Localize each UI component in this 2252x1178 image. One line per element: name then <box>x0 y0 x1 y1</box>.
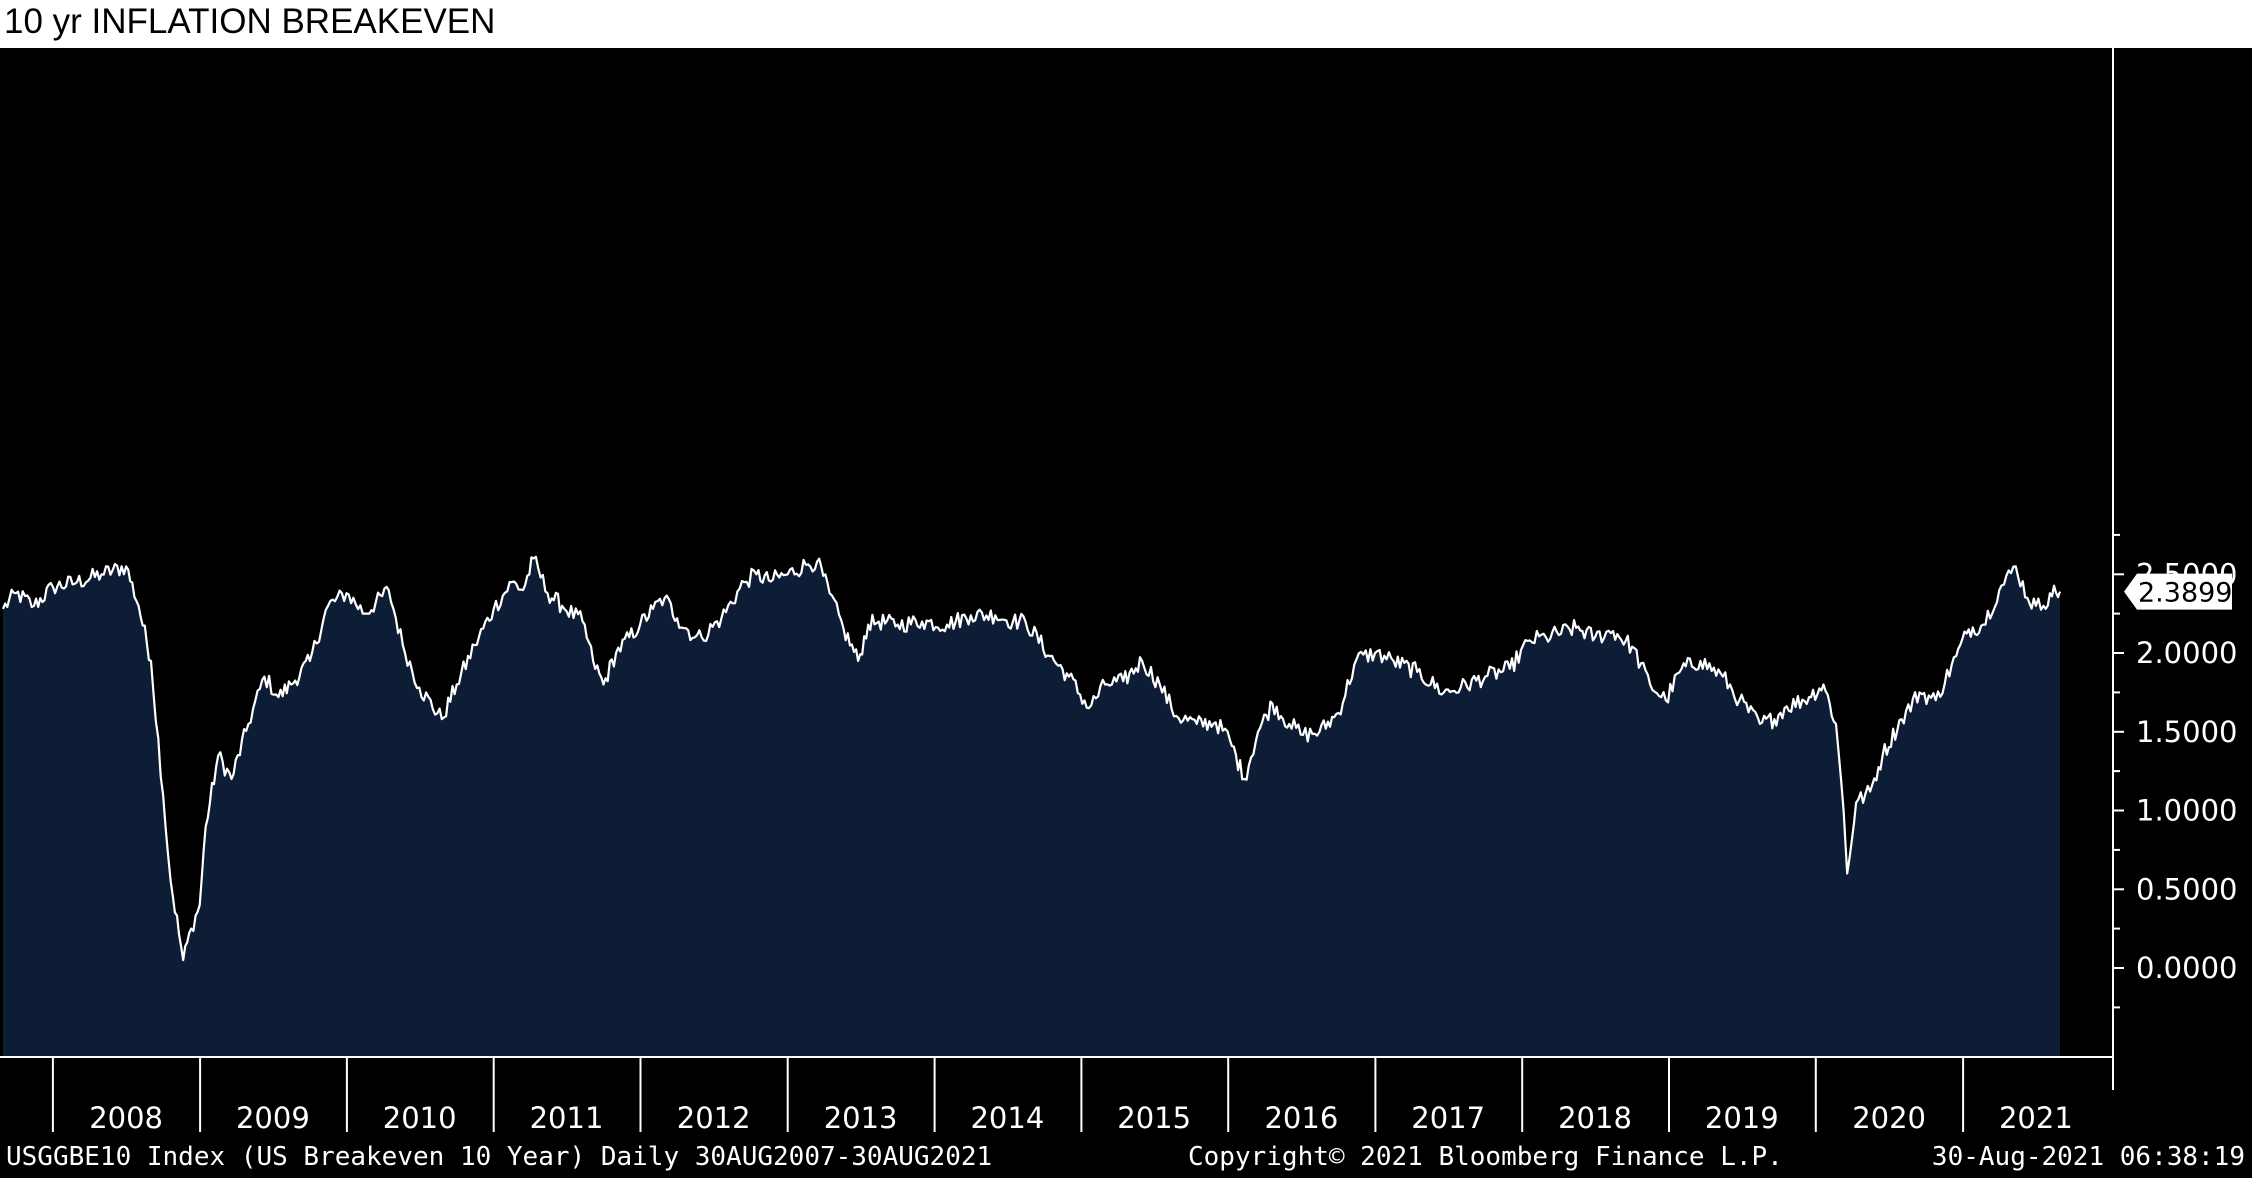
series-line <box>1 555 2062 962</box>
footer-timestamp: 30-Aug-2021 06:38:19 <box>1932 1142 2245 1172</box>
y-tick-label: 2.0000 <box>2136 636 2237 670</box>
x-tick-label: 2008 <box>89 1101 163 1135</box>
x-tick-label: 2014 <box>970 1101 1044 1135</box>
x-tick-label: 2017 <box>1411 1101 1485 1135</box>
x-tick-label: 2013 <box>824 1101 898 1135</box>
y-tick-label: 0.0000 <box>2136 951 2237 985</box>
chart-title: 10 yr INFLATION BREAKEVEN <box>4 2 496 41</box>
x-axis-ticks: 2008 2009 2010 2011 2012 2013 2014 2015 2016 2017… <box>51 1057 2114 1135</box>
x-tick-label: 2021 <box>1999 1101 2073 1135</box>
x-tick-label: 2019 <box>1705 1101 1779 1135</box>
x-tick-label: 2018 <box>1558 1101 1632 1135</box>
last-value-label: 2.3899 <box>2138 578 2232 609</box>
y-tick-label: 0.5000 <box>2136 872 2237 906</box>
x-tick-label: 2010 <box>383 1101 457 1135</box>
series-area-fill <box>3 556 2060 1057</box>
footer-index-info: USGGBE10 Index (US Breakeven 10 Year) Da… <box>6 1142 992 1172</box>
x-tick-label: 2015 <box>1117 1101 1191 1135</box>
x-tick-label: 2016 <box>1264 1101 1338 1135</box>
footer-copyright: Copyright© 2021 Bloomberg Finance L.P. <box>1188 1142 1783 1172</box>
x-tick-label: 2020 <box>1852 1101 1926 1135</box>
last-value-tag: 2.3899 <box>2124 573 2232 610</box>
x-tick-label: 2012 <box>677 1101 751 1135</box>
last-value-tag-shape <box>2124 573 2232 610</box>
y-tick-label: 1.0000 <box>2136 794 2237 828</box>
y-tick-label: 1.5000 <box>2136 715 2237 749</box>
x-tick-label: 2009 <box>236 1101 310 1135</box>
x-tick-label: 2011 <box>530 1101 604 1135</box>
